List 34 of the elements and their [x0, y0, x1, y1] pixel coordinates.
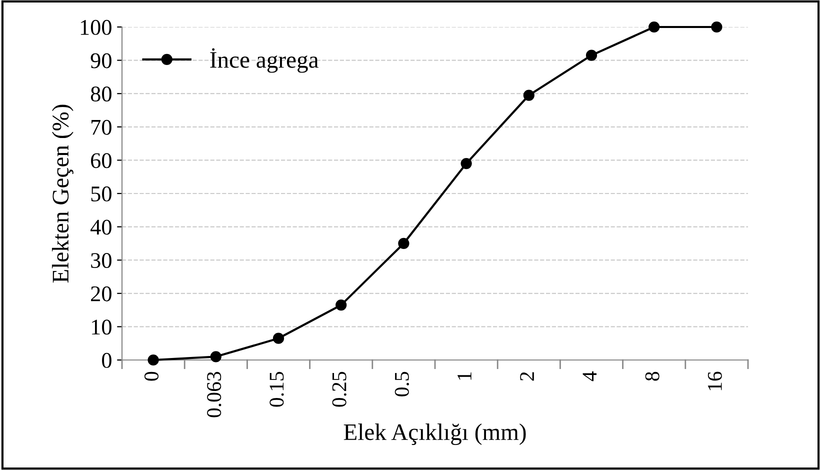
x-tick-label: 0 — [144, 372, 159, 381]
x-tick-label: 0.063 — [207, 372, 222, 418]
x-tick-label: 0.5 — [394, 372, 410, 396]
y-tick-label: 30 — [91, 253, 112, 268]
point — [272, 332, 284, 344]
y-tick-label: 50 — [91, 186, 112, 202]
x-tick-label: 16 — [708, 372, 722, 390]
y-tick-label: 0 — [102, 352, 112, 368]
x-tick-label: 8 — [645, 372, 660, 381]
y-tick-label: 40 — [90, 220, 112, 235]
point — [210, 351, 222, 362]
legend-label: İnce agrega — [210, 48, 318, 73]
x-tick-label: 4 — [582, 371, 597, 382]
y-tick-label: 70 — [92, 120, 112, 135]
point — [460, 158, 472, 170]
x-tick-label: 2 — [520, 372, 534, 381]
point — [648, 21, 660, 33]
y-tick-label: 90 — [90, 53, 112, 68]
point — [586, 50, 598, 61]
point — [398, 238, 410, 250]
y-tick-label: 100 — [80, 20, 112, 35]
point — [523, 90, 534, 101]
y-tick-label: 20 — [91, 286, 112, 302]
point — [148, 354, 159, 366]
y-tick-label: 60 — [91, 153, 112, 168]
y-axis-title: Elekten Geçen (%) — [52, 104, 74, 283]
x-axis-title: Elek Açıklığı (mm) — [344, 424, 526, 446]
y-tick-label: 80 — [90, 86, 112, 102]
x-tick-label: 0.25 — [332, 372, 346, 407]
point — [711, 21, 722, 33]
x-tick-label: 0.15 — [270, 372, 284, 407]
y-tick-label: 10 — [92, 320, 112, 335]
point — [336, 300, 347, 311]
x-tick-label: 1 — [458, 372, 472, 380]
